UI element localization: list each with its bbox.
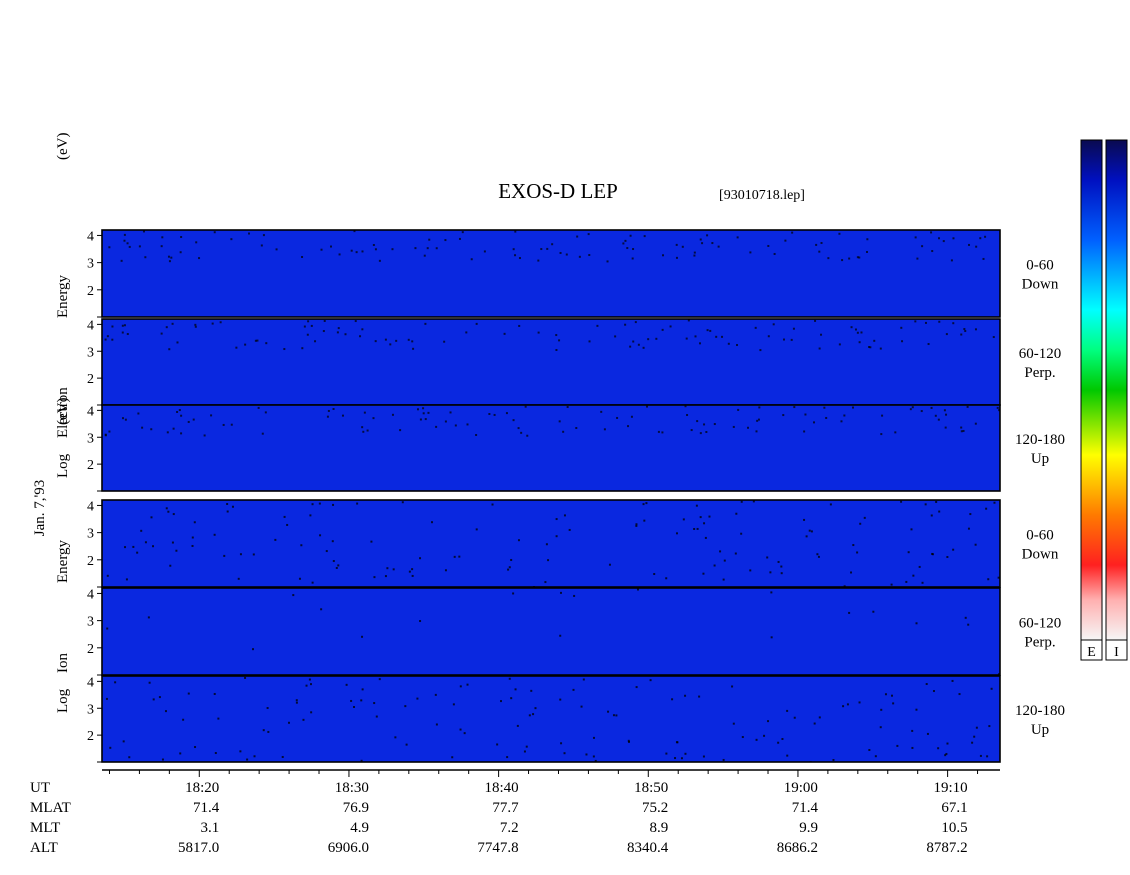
svg-text:60-120: 60-120 <box>1019 346 1062 362</box>
svg-text:Perp.: Perp. <box>1024 365 1055 381</box>
y-tick-label: 3 <box>87 257 94 272</box>
y-tick-label: 2 <box>87 372 94 387</box>
electron-panel-0-60: 2 3 4 <box>87 229 1001 318</box>
svg-text:Down: Down <box>1022 277 1059 293</box>
ion-panel-60-120: 2 3 4 <box>87 587 1001 676</box>
colorbar-E: E <box>1080 139 1103 661</box>
y-label-word: Energy <box>55 274 71 318</box>
svg-text:I: I <box>1114 645 1119 660</box>
electron-panel-120-180: 2 3 4 <box>87 404 1001 492</box>
ephemeris-value: 7747.8 <box>477 840 518 856</box>
panel-label: 60-120 Perp. <box>1019 346 1062 381</box>
ephemeris-row-name: ALT <box>30 840 58 856</box>
svg-text:60-120: 60-120 <box>1019 616 1062 632</box>
y-label-word: (eV) <box>55 398 71 425</box>
date-label: Jan. 7,'93 <box>32 480 48 536</box>
ephemeris-value: 8787.2 <box>926 840 967 856</box>
ephemeris-table: UT 18:20 18:30 18:40 18:50 19:00 19:10 MLAT 71.4… <box>30 780 968 856</box>
spectrogram-panels: 2 3 4 2 3 4 2 3 4 2 3 4 2 3 4 2 3 4 <box>87 229 1001 763</box>
ion-panel-0-60: 2 3 4 <box>87 499 1001 588</box>
electron-panel-60-120: 2 3 4 <box>87 318 1001 406</box>
y-tick-label: 2 <box>87 284 94 299</box>
y-tick-label: 4 <box>87 675 94 690</box>
svg-text:Up: Up <box>1031 451 1049 467</box>
y-tick-label: 3 <box>87 431 94 446</box>
y-tick-label: 2 <box>87 729 94 744</box>
y-tick-label: 4 <box>87 499 94 514</box>
ephemeris-value: 19:10 <box>933 780 967 796</box>
y-label-word: (eV) <box>55 133 71 160</box>
ephemeris-value: 19:00 <box>784 780 818 796</box>
ephemeris-value: 6906.0 <box>328 840 369 856</box>
y-label-word: Log <box>55 688 71 713</box>
ephemeris-value: 71.4 <box>193 800 220 816</box>
y-tick-label: 4 <box>87 404 94 419</box>
ephemeris-value: 18:40 <box>484 780 518 796</box>
ephemeris-value: 76.9 <box>343 800 369 816</box>
ephemeris-value: 5817.0 <box>178 840 219 856</box>
ephemeris-value: 4.9 <box>350 820 369 836</box>
y-label-word: Ion <box>55 653 71 673</box>
svg-text:120-180: 120-180 <box>1015 432 1065 448</box>
svg-text:Perp.: Perp. <box>1024 635 1055 651</box>
panel-label: 0-60 Down <box>1022 258 1059 293</box>
svg-text:E: E <box>1087 645 1096 660</box>
svg-text:0-60: 0-60 <box>1026 528 1054 544</box>
x-axis <box>102 769 1000 777</box>
ephemeris-value: 67.1 <box>941 800 967 816</box>
y-label-word: Energy <box>55 539 71 583</box>
ephemeris-value: 75.2 <box>642 800 668 816</box>
y-tick-label: 2 <box>87 642 94 657</box>
electron-y-axis-label: Log Electron Energy (eV) <box>55 133 71 478</box>
ephemeris-value: 18:20 <box>185 780 219 796</box>
ion-panel-120-180: 2 3 4 <box>87 675 1001 763</box>
chart-title: EXOS-D LEP <box>498 179 618 203</box>
y-label-word: Log <box>55 453 71 478</box>
svg-text:Up: Up <box>1031 722 1049 738</box>
y-tick-label: 3 <box>87 615 94 630</box>
ion-y-axis-label: Log Ion Energy (eV) <box>55 398 71 713</box>
ephemeris-value: 71.4 <box>792 800 819 816</box>
y-tick-label: 3 <box>87 702 94 717</box>
y-tick-label: 4 <box>87 587 94 602</box>
file-label: [93010718.lep] <box>719 188 805 203</box>
ephemeris-value: 8686.2 <box>777 840 818 856</box>
colorbar-I: I <box>1105 139 1128 661</box>
y-tick-label: 3 <box>87 527 94 542</box>
ephemeris-value: 3.1 <box>201 820 220 836</box>
ephemeris-value: 77.7 <box>492 800 519 816</box>
panel-label: 0-60 Down <box>1022 528 1059 563</box>
ephemeris-value: 8.9 <box>650 820 669 836</box>
panel-label: 120-180 Up <box>1015 703 1065 738</box>
svg-text:120-180: 120-180 <box>1015 703 1065 719</box>
ephemeris-value: 18:50 <box>634 780 668 796</box>
panel-label: 120-180 Up <box>1015 432 1065 467</box>
y-tick-label: 3 <box>87 345 94 360</box>
svg-text:Down: Down <box>1022 547 1059 563</box>
ephemeris-value: 7.2 <box>500 820 519 836</box>
ephemeris-row-name: MLAT <box>30 800 71 816</box>
ephemeris-value: 9.9 <box>799 820 818 836</box>
ephemeris-row-name: UT <box>30 780 50 796</box>
panel-labels: 0-60 Down 60-120 Perp. 120-180 Up 0-60 Down 60-1… <box>1015 258 1065 739</box>
svg-text:0-60: 0-60 <box>1026 258 1054 274</box>
y-tick-label: 2 <box>87 458 94 473</box>
ephemeris-value: 8340.4 <box>627 840 669 856</box>
panel-label: 60-120 Perp. <box>1019 616 1062 651</box>
ephemeris-value: 18:30 <box>335 780 369 796</box>
y-tick-label: 4 <box>87 318 94 333</box>
y-label-word: Electron <box>55 387 71 438</box>
ephemeris-row-name: MLT <box>30 820 60 836</box>
y-tick-label: 4 <box>87 229 94 244</box>
ephemeris-value: 10.5 <box>941 820 967 836</box>
y-tick-label: 2 <box>87 554 94 569</box>
